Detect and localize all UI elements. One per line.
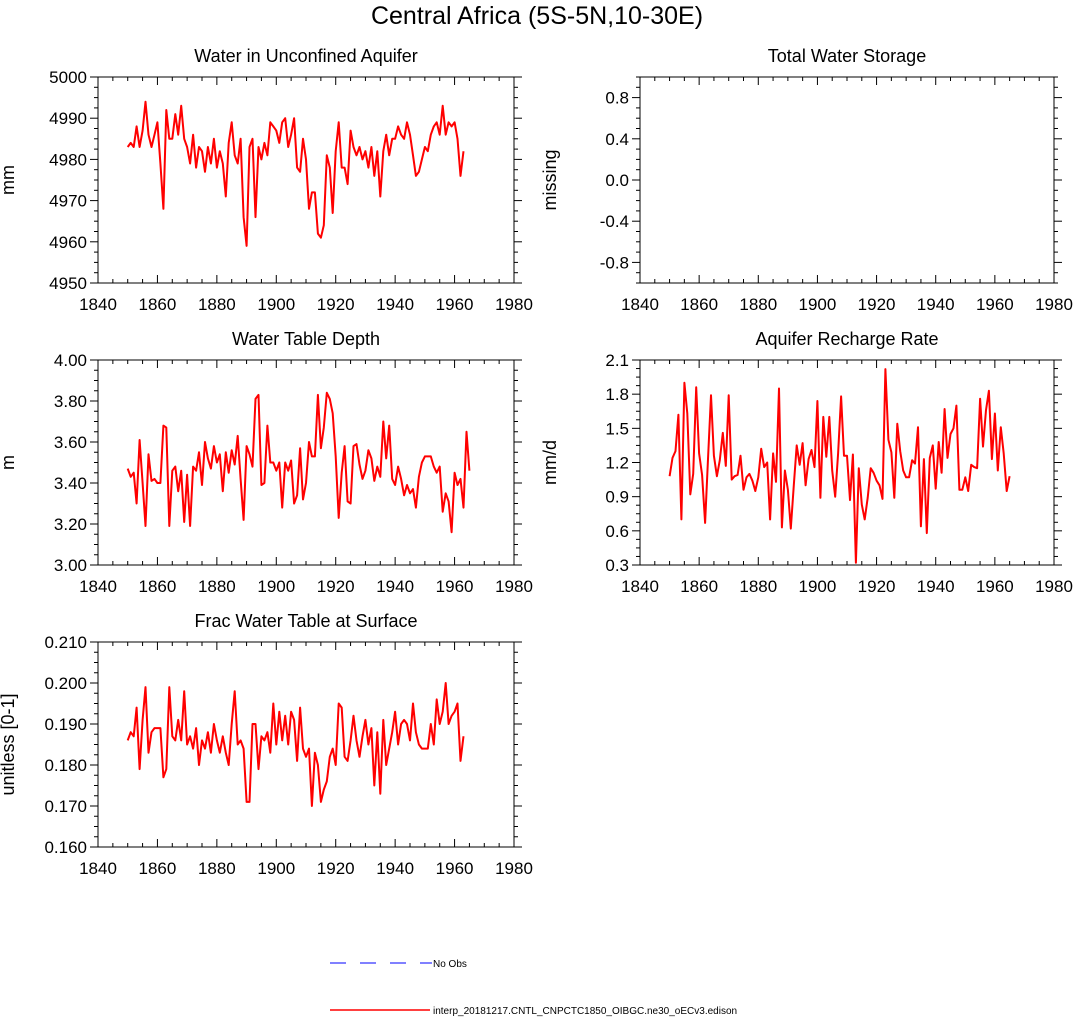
legend-obs-label: No Obs <box>433 959 467 970</box>
plot-frame-tws <box>639 76 1055 284</box>
x-tick-label: 1900 <box>799 295 837 314</box>
panel-zwt: Water Table Depth 1840 1860 1880 1900 1920 194… <box>0 329 533 596</box>
page-title: Central Africa (5S-5N,10-30E) <box>371 2 703 30</box>
y-tick-label: 0.0 <box>605 171 629 190</box>
y-tick-label: 0.200 <box>44 674 87 693</box>
x-tick-label: 1960 <box>436 859 474 878</box>
y-tick-label: 1.2 <box>605 454 629 473</box>
x-tick-label: 1920 <box>317 295 355 314</box>
panel-title-frwt: Frac Water Table at Surface <box>194 611 417 631</box>
x-tick-label: 1840 <box>621 577 659 596</box>
y-axis-label-wa: mm <box>0 165 18 195</box>
x-tick-label: 1920 <box>317 577 355 596</box>
series-line-wa <box>126 100 465 247</box>
y-tick-label: 5000 <box>49 68 87 87</box>
y-tick-label: 0.6 <box>605 522 629 541</box>
series-line-zwt <box>126 391 471 534</box>
x-tick-label: 1880 <box>198 859 236 878</box>
x-tick-label: 1980 <box>495 577 533 596</box>
y-tick-label: 3.80 <box>54 392 87 411</box>
y-tick-label: 4970 <box>49 192 87 211</box>
y-tick-label: 0.190 <box>44 715 87 734</box>
y-tick-label: 0.3 <box>605 556 629 575</box>
x-tick-label: 1900 <box>799 577 837 596</box>
panels: Water in Unconfined Aquifer 1840 1860 1880 1… <box>0 46 1073 878</box>
y-tick-label: 0.170 <box>44 797 87 816</box>
panel-title-tws: Total Water Storage <box>768 46 926 66</box>
y-tick-label: 0.210 <box>44 633 87 652</box>
y-tick-label: 3.00 <box>54 556 87 575</box>
panel-title-qcharge: Aquifer Recharge Rate <box>755 329 938 349</box>
series-line-frwt <box>126 682 465 807</box>
y-axis-label-zwt: m <box>0 455 18 470</box>
x-tick-label: 1980 <box>495 295 533 314</box>
x-tick-label: 1980 <box>1035 295 1073 314</box>
x-tick-label: 1980 <box>1035 577 1073 596</box>
y-axis-label-qcharge: mm/d <box>540 440 560 485</box>
plot-frame-wa <box>97 76 515 284</box>
x-tick-label: 1860 <box>680 295 718 314</box>
y-tick-label: 1.8 <box>605 385 629 404</box>
legend: No Obs interp_20181217.CNTL_CNPCTC1850_O… <box>330 959 737 1017</box>
y-tick-label: 0.180 <box>44 756 87 775</box>
x-tick-label: 1920 <box>858 295 896 314</box>
y-tick-label: 4990 <box>49 109 87 128</box>
x-tick-label: 1960 <box>436 577 474 596</box>
x-tick-label: 1940 <box>376 577 414 596</box>
x-tick-label: 1900 <box>257 859 295 878</box>
x-tick-label: 1860 <box>139 859 177 878</box>
y-tick-label: 0.160 <box>44 838 87 857</box>
y-tick-label: 4950 <box>49 274 87 293</box>
y-axis-label-frwt: unitless [0-1] <box>0 693 18 795</box>
x-tick-label: 1840 <box>79 859 117 878</box>
x-tick-label: 1960 <box>436 295 474 314</box>
x-tick-label: 1940 <box>376 295 414 314</box>
y-tick-label: 1.5 <box>605 419 629 438</box>
x-tick-label: 1940 <box>917 295 955 314</box>
x-tick-label: 1940 <box>917 577 955 596</box>
y-tick-label: 3.40 <box>54 474 87 493</box>
y-tick-label: 4.00 <box>54 351 87 370</box>
x-tick-label: 1880 <box>739 295 777 314</box>
x-tick-label: 1860 <box>139 577 177 596</box>
x-tick-label: 1860 <box>139 295 177 314</box>
y-tick-label: 0.8 <box>605 89 629 108</box>
x-tick-label: 1840 <box>79 577 117 596</box>
y-tick-label: -0.4 <box>600 212 629 231</box>
panel-title-wa: Water in Unconfined Aquifer <box>194 46 417 66</box>
y-tick-label: 0.4 <box>605 130 629 149</box>
y-tick-label: -0.8 <box>600 253 629 272</box>
x-tick-label: 1900 <box>257 295 295 314</box>
x-tick-label: 1940 <box>376 859 414 878</box>
panel-title-zwt: Water Table Depth <box>232 329 380 349</box>
y-tick-label: 2.1 <box>605 351 629 370</box>
y-tick-label: 3.20 <box>54 515 87 534</box>
x-tick-label: 1980 <box>495 859 533 878</box>
series-line-qcharge <box>668 368 1011 564</box>
panel-frwt: Frac Water Table at Surface 1840 1860 1880 1… <box>0 611 533 878</box>
x-tick-label: 1840 <box>621 295 659 314</box>
x-tick-label: 1960 <box>976 577 1014 596</box>
plot-frame-zwt <box>97 359 515 566</box>
x-tick-label: 1920 <box>858 577 896 596</box>
x-tick-label: 1880 <box>198 295 236 314</box>
x-tick-label: 1880 <box>739 577 777 596</box>
x-tick-label: 1960 <box>976 295 1014 314</box>
x-tick-label: 1920 <box>317 859 355 878</box>
x-tick-label: 1880 <box>198 577 236 596</box>
y-tick-label: 3.60 <box>54 433 87 452</box>
panel-tws: Total Water Storage 1840 1860 1880 1900 1920 1… <box>540 46 1073 314</box>
panel-wa: Water in Unconfined Aquifer 1840 1860 1880 1… <box>0 46 533 314</box>
x-tick-label: 1860 <box>680 577 718 596</box>
y-tick-label: 4980 <box>49 150 87 169</box>
x-tick-label: 1900 <box>257 577 295 596</box>
panel-qcharge: Aquifer Recharge Rate 1840 1860 1880 1900 192… <box>540 329 1073 596</box>
y-tick-label: 4960 <box>49 233 87 252</box>
legend-model-label: interp_20181217.CNTL_CNPCTC1850_OIBGC.ne… <box>433 1006 737 1017</box>
x-tick-label: 1840 <box>79 295 117 314</box>
y-tick-label: 0.9 <box>605 488 629 507</box>
y-axis-label-tws: missing <box>540 149 560 210</box>
